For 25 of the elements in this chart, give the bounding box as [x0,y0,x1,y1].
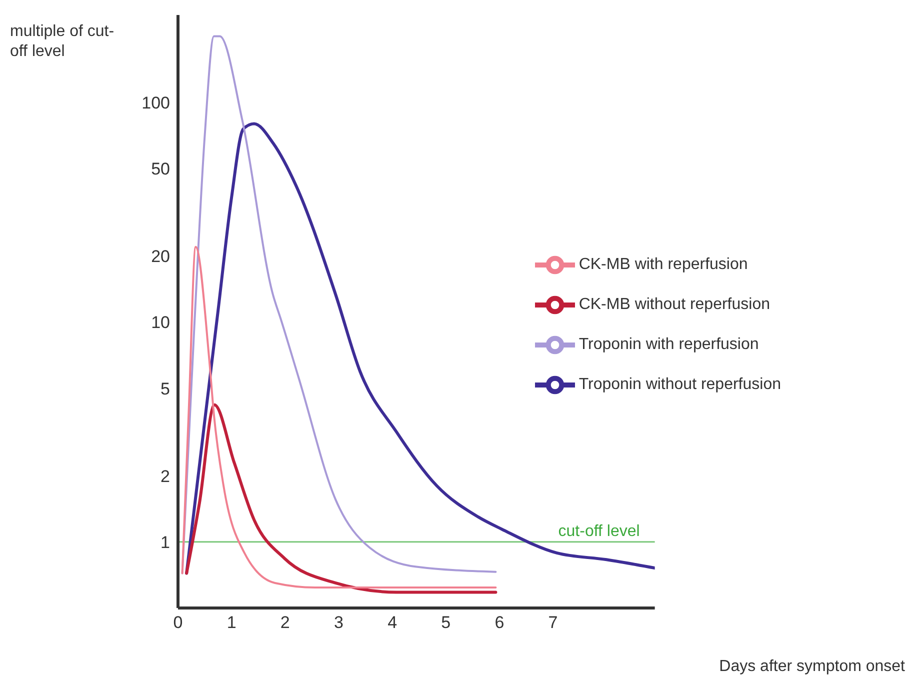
legend-label: CK-MB with reperfusion [578,256,748,274]
y-tick-label: 20 [151,247,170,266]
y-tick-label: 1 [160,532,170,552]
y-tick-label: 100 [142,93,170,112]
ref-line-label: cut-off level [558,523,640,540]
x-tick-label: 1 [226,613,236,632]
x-tick-label: 0 [173,613,183,632]
line-series [181,246,497,588]
x-tick-label: 3 [334,613,344,632]
legend-label: Troponin without reperfusion [578,376,781,394]
line-series [181,35,497,574]
x-axis-title: Days after symptom onset [719,658,905,676]
legend-label: Troponin with reperfusion [578,336,759,354]
x-tick-label: 7 [548,613,558,632]
x-tick-label: 2 [280,613,290,632]
y-tick-label: 50 [151,160,170,179]
line-series [185,403,498,594]
y-tick-label: 5 [160,379,170,398]
y-tick-label: 10 [151,313,170,332]
y-tick-label: 2 [160,466,170,486]
y-axis-title: multiple of cut-off level [10,22,116,62]
x-tick-label: 6 [494,613,504,632]
x-tick-label: 5 [441,613,451,632]
x-tick-label: 4 [388,613,398,632]
legend-label: CK-MB without reperfusion [578,296,770,314]
